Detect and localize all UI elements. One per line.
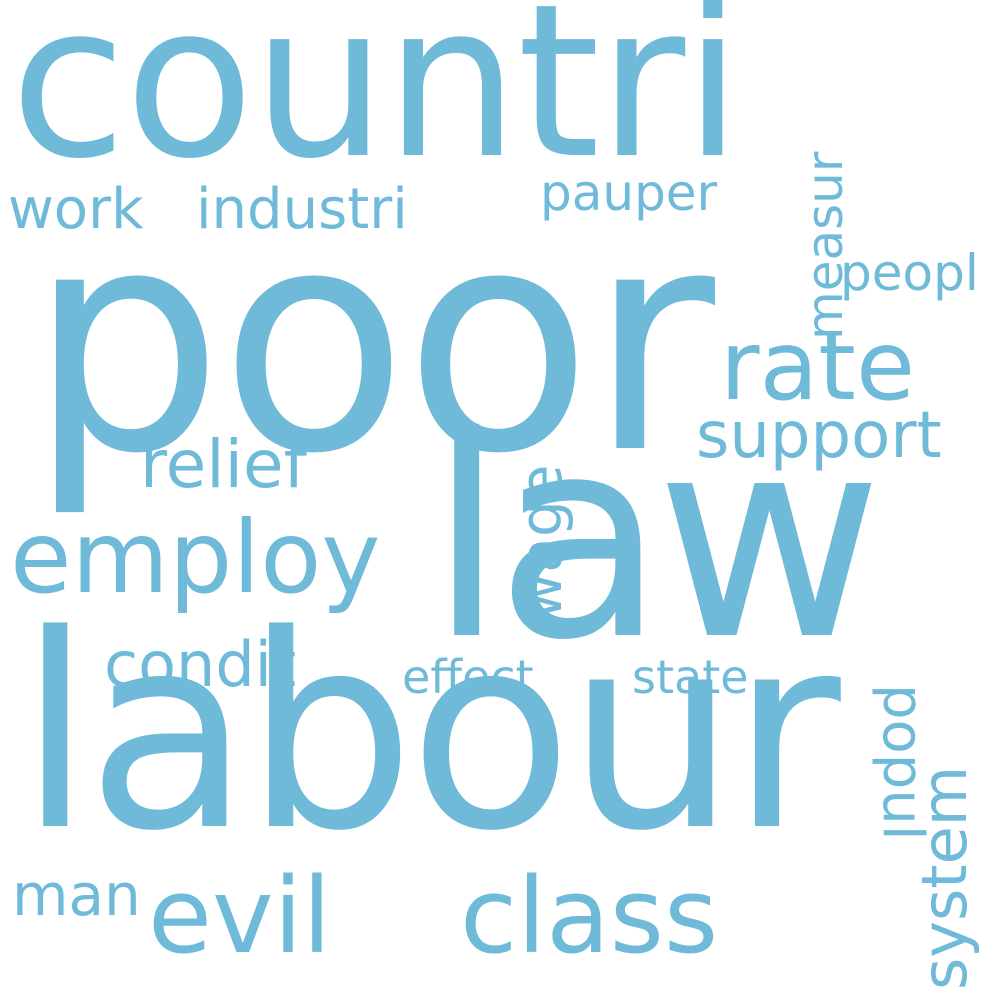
word-rate: rate [720,310,915,422]
word-evil: evil [148,855,332,977]
word-state: state [632,650,749,704]
word-relief: relief [140,426,307,503]
word-class: class [460,855,719,977]
word-peopl: peopl [840,244,979,302]
word-labour: labour [18,578,841,890]
word-employ: employ [10,499,381,616]
word-law: law [428,377,883,701]
word-system: system [908,765,981,990]
word-pauper: pauper [540,164,718,222]
word-measur: measur [796,151,854,340]
word-support: support [696,399,942,473]
word-effect: effect [402,650,534,704]
word-poor: poor [28,162,715,521]
word-industri: industri [196,177,408,242]
word-wage: wage [507,464,575,620]
word-work: work [8,177,144,242]
word-countri: countri [10,0,742,205]
word-man: man [12,861,141,929]
word-condit: condit [104,628,297,701]
